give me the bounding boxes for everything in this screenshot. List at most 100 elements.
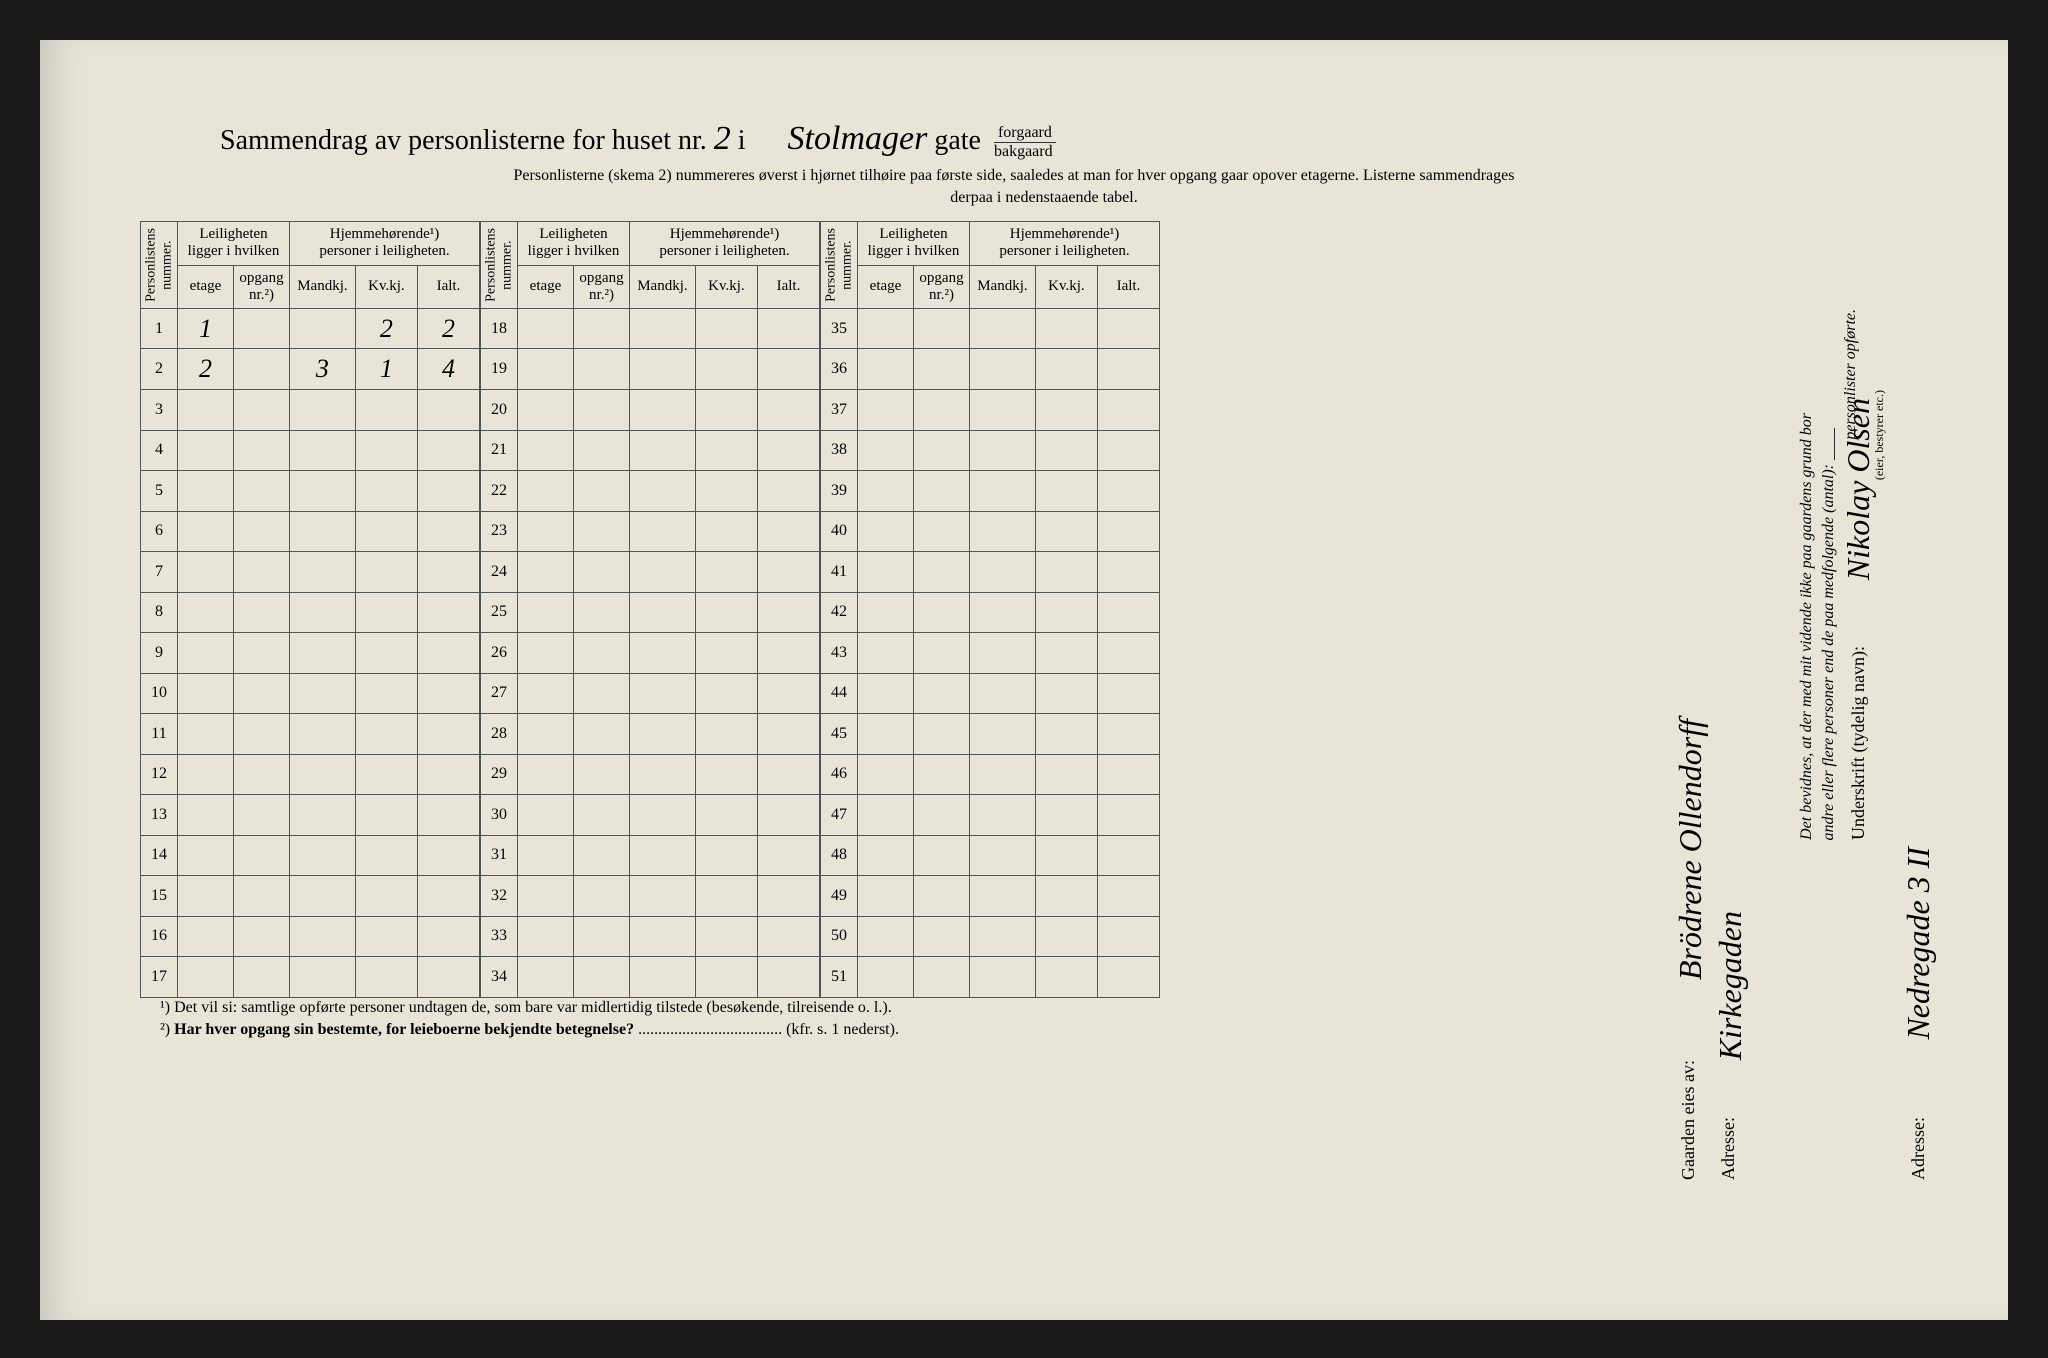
cell-etage <box>518 349 574 390</box>
cell-mandkj <box>630 876 696 917</box>
cell-etage <box>858 673 914 714</box>
cell-mandkj <box>630 673 696 714</box>
cell-opgang <box>234 633 290 674</box>
cell-ialt <box>757 592 819 633</box>
cell-etage <box>518 471 574 512</box>
cell-opgang <box>234 754 290 795</box>
row-number: 18 <box>481 308 518 349</box>
cell-etage <box>518 390 574 431</box>
row-number: 29 <box>481 754 518 795</box>
table-row: 35 <box>821 308 1160 349</box>
row-number: 9 <box>141 633 178 674</box>
cell-mandkj <box>290 592 356 633</box>
cell-ialt <box>757 390 819 431</box>
cell-kvkj <box>1035 552 1097 593</box>
table-row: 41 <box>821 552 1160 593</box>
cell-etage <box>858 390 914 431</box>
cell-etage <box>178 552 234 593</box>
cell-etage <box>858 592 914 633</box>
cell-mandkj <box>970 633 1036 674</box>
cell-mandkj <box>290 308 356 349</box>
cell-opgang <box>234 795 290 836</box>
col-etage: etage <box>178 265 234 308</box>
cell-kvkj <box>355 714 417 755</box>
cell-mandkj <box>630 754 696 795</box>
address2-handwritten: Nedregade 3 II <box>1900 847 1937 1040</box>
row-number: 20 <box>481 390 518 431</box>
row-number: 19 <box>481 349 518 390</box>
row-number: 12 <box>141 754 178 795</box>
table-row: 36 <box>821 349 1160 390</box>
cell-kvkj: 2 <box>355 308 417 349</box>
cell-etage <box>178 673 234 714</box>
col-kvkj: Kv.kj. <box>1035 265 1097 308</box>
table-row: 38 <box>821 430 1160 471</box>
cell-mandkj <box>970 349 1036 390</box>
row-number: 25 <box>481 592 518 633</box>
cell-mandkj <box>290 673 356 714</box>
cell-mandkj <box>290 754 356 795</box>
cell-kvkj <box>355 511 417 552</box>
cell-opgang <box>914 390 970 431</box>
cell-opgang <box>574 308 630 349</box>
cell-opgang <box>574 835 630 876</box>
col-kvkj: Kv.kj. <box>355 265 417 308</box>
owner-handwritten: Brödrene Ollendorff <box>1672 719 1709 980</box>
cell-opgang <box>574 390 630 431</box>
table-row: 14 <box>141 835 480 876</box>
cell-mandkj <box>630 430 696 471</box>
cell-mandkj <box>630 471 696 512</box>
row-number: 30 <box>481 795 518 836</box>
cell-etage <box>518 552 574 593</box>
cell-kvkj <box>1035 471 1097 512</box>
cell-etage <box>518 430 574 471</box>
cell-ialt <box>757 349 819 390</box>
row-number: 13 <box>141 795 178 836</box>
cell-kvkj <box>355 957 417 998</box>
cell-ialt <box>757 754 819 795</box>
cell-opgang <box>914 349 970 390</box>
cell-etage: 2 <box>178 349 234 390</box>
cell-etage <box>518 633 574 674</box>
cell-etage <box>858 633 914 674</box>
cell-etage <box>858 835 914 876</box>
cell-opgang <box>574 957 630 998</box>
cell-mandkj <box>290 552 356 593</box>
table-row: 31 <box>481 835 820 876</box>
cell-ialt <box>757 552 819 593</box>
cell-ialt <box>757 835 819 876</box>
title-prefix: Sammendrag av personlisterne for huset n… <box>220 125 707 156</box>
cell-opgang <box>574 471 630 512</box>
cell-mandkj <box>970 471 1036 512</box>
street-suffix: gate <box>934 125 981 156</box>
cell-ialt <box>757 430 819 471</box>
cell-ialt <box>1097 471 1159 512</box>
cell-etage <box>178 633 234 674</box>
cell-mandkj <box>630 552 696 593</box>
cell-mandkj <box>290 957 356 998</box>
table-row: 4 <box>141 430 480 471</box>
row-number: 43 <box>821 633 858 674</box>
cell-kvkj <box>695 673 757 714</box>
row-number: 3 <box>141 390 178 431</box>
col-opgang: opgangnr.²) <box>234 265 290 308</box>
cell-opgang <box>914 511 970 552</box>
cell-ialt <box>1097 714 1159 755</box>
cell-opgang <box>234 876 290 917</box>
cell-kvkj <box>695 308 757 349</box>
cell-opgang <box>234 471 290 512</box>
table-row: 33 <box>481 916 820 957</box>
cell-kvkj <box>1035 633 1097 674</box>
table-row: 22314 <box>141 349 480 390</box>
cell-kvkj <box>695 390 757 431</box>
cell-etage <box>858 714 914 755</box>
row-number: 15 <box>141 876 178 917</box>
cell-etage <box>178 876 234 917</box>
cell-opgang <box>574 633 630 674</box>
cell-etage <box>178 471 234 512</box>
cell-ialt: 4 <box>417 349 479 390</box>
cell-ialt <box>1097 430 1159 471</box>
cell-opgang <box>574 430 630 471</box>
row-number: 49 <box>821 876 858 917</box>
col-personlistens: Personlistensnummer. <box>141 222 178 309</box>
